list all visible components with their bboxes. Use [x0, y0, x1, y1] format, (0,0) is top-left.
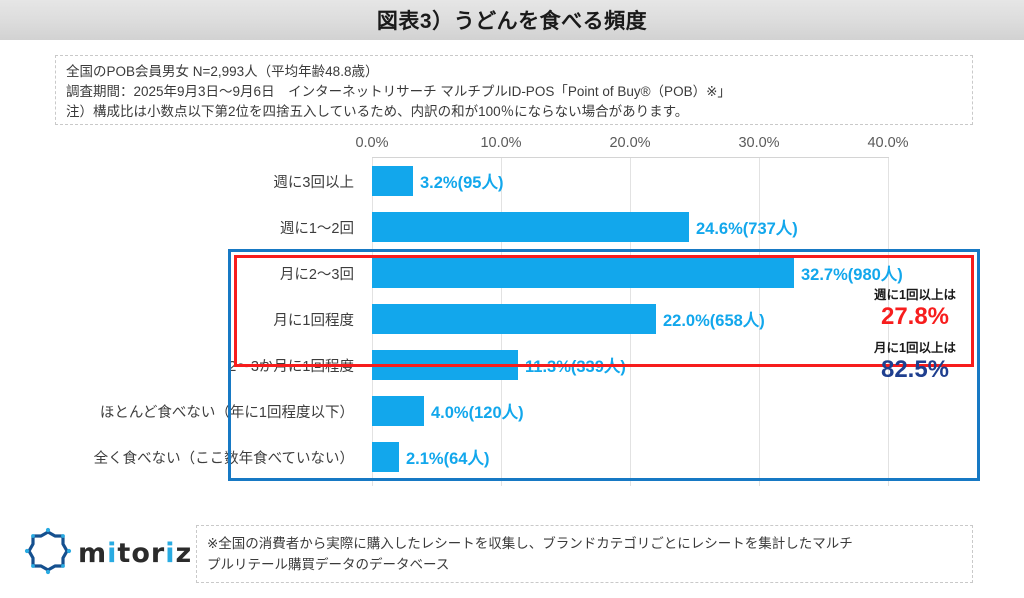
bar-row: 週に3回以上 3.2%(95人)	[0, 158, 1024, 204]
weekly-callout-label: 週に1回以上は	[874, 288, 956, 302]
bar-row: 週に1〜2回 24.6%(737人)	[0, 204, 1024, 250]
survey-note-line-1: 全国のPOB会員男女 N=2,993人（平均年齢48.8歳）	[66, 64, 379, 79]
bar-segment	[372, 166, 413, 196]
x-axis-tick-1: 10.0%	[480, 135, 522, 151]
bar-segment	[372, 396, 424, 426]
x-axis-tick-labels: 0.0% 10.0% 20.0% 30.0% 40.0%	[0, 135, 1024, 157]
bar-value-label: 4.0%(120人)	[431, 404, 524, 422]
gridline-30	[759, 158, 760, 486]
gridline-40	[888, 158, 889, 486]
monthly-callout-label: 月に1回以上は	[874, 341, 956, 355]
mitoriz-logo: mitoriz	[22, 523, 191, 583]
bar-segment	[372, 258, 794, 288]
survey-note-line-2: 調査期間：2025年9月3日〜9月6日 インターネットリサーチ マルチプルID-…	[66, 84, 731, 99]
footer-note-line-1: ※全国の消費者から実際に購入したレシートを収集し、ブランドカテゴリごとにレシート…	[207, 536, 853, 551]
x-axis-tick-4: 40.0%	[867, 135, 909, 151]
footer: mitoriz ※全国の消費者から実際に購入したレシートを収集し、ブランドカテゴ…	[0, 518, 1024, 598]
x-axis-tick-0: 0.0%	[355, 135, 389, 151]
category-label: 月に2〜3回	[279, 266, 354, 283]
category-label: 2〜3か月に1回程度	[228, 358, 354, 375]
bar-chart: 0.0% 10.0% 20.0% 30.0% 40.0% 週に3回以上 3.2%…	[0, 135, 1024, 520]
bar-row: 月に1回程度 22.0%(658人)	[0, 296, 1024, 342]
window-title-bar: 図表3）うどんを食べる頻度	[0, 0, 1024, 41]
chart-canvas: 全国のPOB会員男女 N=2,993人（平均年齢48.8歳） 調査期間：2025…	[0, 40, 1024, 583]
x-axis-tick-2: 20.0%	[609, 135, 651, 151]
bar-segment	[372, 442, 399, 472]
page-title: 図表3）うどんを食べる頻度	[376, 10, 648, 33]
bar-segment	[372, 350, 518, 380]
bar-row: ほとんど食べない（年に1回程度以下） 4.0%(120人)	[0, 388, 1024, 434]
sunburst-icon	[22, 525, 74, 582]
survey-note-box: 全国のPOB会員男女 N=2,993人（平均年齢48.8歳） 調査期間：2025…	[55, 55, 973, 125]
bar-value-label: 32.7%(980人)	[801, 266, 903, 284]
weekly-callout: 週に1回以上は 27.8%	[840, 287, 990, 331]
bar-value-label: 24.6%(737人)	[696, 220, 798, 238]
x-axis-tick-3: 30.0%	[738, 135, 780, 151]
category-label: 全く食べない（ここ数年食べていない）	[93, 450, 354, 467]
x-axis-line	[372, 157, 889, 158]
bar-value-label: 11.3%(339人)	[525, 358, 626, 376]
bar-row: 月に2〜3回 32.7%(980人)	[0, 250, 1024, 296]
bar-row: 全く食べない（ここ数年食べていない） 2.1%(64人)	[0, 434, 1024, 480]
monthly-callout: 月に1回以上は 82.5%	[840, 340, 990, 384]
category-label: 週に1〜2回	[279, 220, 354, 237]
mitoriz-wordmark: mitoriz	[78, 537, 193, 569]
footer-note-line-2: プルリテール購買データのデータベース	[207, 557, 450, 572]
monthly-callout-value: 82.5%	[880, 356, 950, 383]
footer-note-box: ※全国の消費者から実際に購入したレシートを収集し、ブランドカテゴリごとにレシート…	[196, 525, 973, 583]
bar-value-label: 2.1%(64人)	[406, 450, 490, 468]
category-label: 月に1回程度	[273, 312, 354, 329]
weekly-callout-value: 27.8%	[880, 303, 950, 330]
bar-value-label: 22.0%(658人)	[663, 312, 765, 330]
bar-segment	[372, 212, 689, 242]
survey-note-line-3: 注）構成比は小数点以下第2位を四捨五入しているため、内訳の和が100％にならない…	[66, 104, 689, 119]
category-label: ほとんど食べない（年に1回程度以下）	[99, 404, 354, 421]
category-label: 週に3回以上	[273, 174, 354, 191]
bar-segment	[372, 304, 656, 334]
bar-value-label: 3.2%(95人)	[420, 174, 504, 192]
